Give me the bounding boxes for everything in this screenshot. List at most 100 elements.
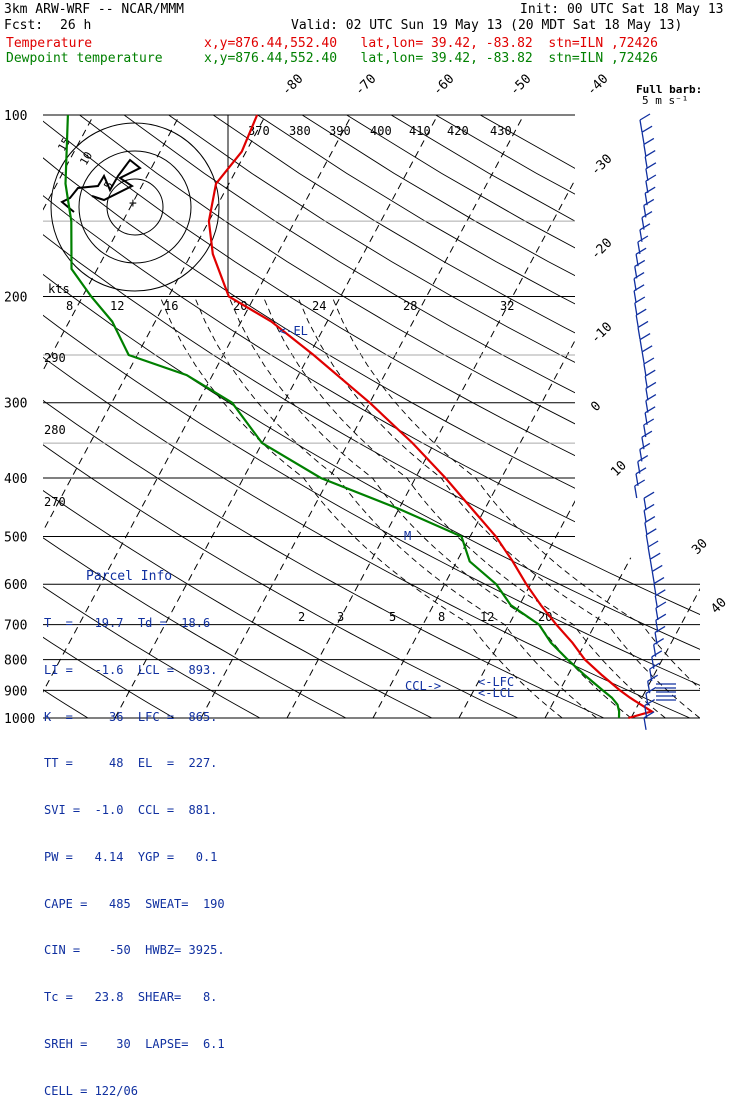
- wind-barb-staff: [633, 278, 637, 291]
- isotherm-label: 30: [689, 536, 711, 558]
- isotherm-label: -30: [588, 152, 615, 179]
- wind-barb-flag: [645, 381, 657, 389]
- wind-barb-staff: [635, 315, 639, 328]
- hodograph-speed-label: 12: [110, 299, 124, 313]
- pressure-tick-label: 700: [4, 619, 27, 634]
- isotherm-label: -80: [279, 72, 306, 99]
- pressure-tick-label: 200: [4, 291, 27, 306]
- wind-barb-staff: [644, 376, 648, 389]
- isotherm-label: 40: [708, 595, 730, 617]
- forecast-hour: 26 h: [60, 18, 92, 33]
- wind-barb-staff: [643, 498, 647, 511]
- wind-barb-staff: [654, 595, 658, 608]
- dry-adiabat: [43, 115, 605, 718]
- moist-adiabat: [297, 296, 700, 718]
- pressure-tick-label: 600: [4, 578, 27, 593]
- hodograph-speed-label: 24: [312, 299, 326, 313]
- parcel-row: TT = 48 EL = 227.: [44, 756, 218, 771]
- wind-barb-flag: [643, 137, 655, 145]
- mixing-ratio-label: 2: [298, 610, 305, 624]
- pressure-tick-label: 500: [4, 530, 27, 545]
- isotherm-line: [544, 115, 700, 718]
- wind-barb-staff: [641, 351, 645, 364]
- isotherm-line: [717, 115, 740, 718]
- parcel-row: CIN = -50 HWBZ= 3925.: [44, 943, 225, 958]
- wind-barb-flag: [654, 589, 666, 597]
- theta-label: 370: [248, 124, 270, 138]
- wind-barb-staff: [645, 168, 649, 181]
- wind-barb-flag: [641, 430, 653, 438]
- ccl-marker: CCL->: [405, 679, 441, 693]
- forecast-label: Fcst:: [4, 18, 44, 33]
- moist-adiabat: [262, 296, 666, 718]
- wind-barb-staff: [649, 559, 653, 572]
- theta-label: 400: [370, 124, 392, 138]
- hodograph-trace: [60, 158, 142, 213]
- theta-label: 420: [447, 124, 469, 138]
- wind-barb-flag: [647, 540, 659, 548]
- pressure-tick-label: 400: [4, 472, 27, 487]
- wind-barb-flag: [651, 564, 663, 572]
- wind-barb-staff: [641, 132, 645, 145]
- dry-adiabat: [43, 115, 691, 718]
- wind-barb-staff: [633, 290, 637, 303]
- wind-barb-staff: [647, 546, 651, 560]
- wind-barb-staff: [634, 302, 638, 316]
- wind-barb-flag: [644, 186, 656, 194]
- lfc-marker: <-LFC: [478, 675, 514, 689]
- mixing-ratio-label: 8: [438, 610, 445, 624]
- dry-adiabat: [43, 115, 261, 718]
- parcel-row: K = 36 LFC = 865.: [44, 709, 218, 724]
- parcel-row: Tc = 23.8 SHEAR= 8.: [44, 990, 218, 1005]
- wind-barb-staff: [651, 571, 655, 584]
- hodograph-ring: [106, 178, 164, 236]
- wind-barb-flag: [645, 528, 657, 536]
- wind-barb-flag: [641, 345, 653, 353]
- wind-barb-flag: [647, 674, 659, 682]
- parcel-row: SREH = 30 LAPSE= 6.1: [44, 1037, 225, 1051]
- wind-barb-flag: [635, 467, 647, 475]
- wind-barb-staff: [643, 510, 647, 523]
- wind-barb-flag: [645, 394, 657, 402]
- el-marker: <-EL: [279, 324, 308, 338]
- valid-time: Valid: 02 UTC Sun 19 May 13 (20 MDT Sat …: [291, 18, 683, 33]
- wind-barb-staff: [639, 119, 643, 133]
- wind-barb-staff: [634, 266, 638, 279]
- wind-barb-flag: [634, 259, 646, 267]
- wind-barb-flag: [654, 625, 666, 633]
- dry-adiabat: [480, 115, 700, 718]
- dry-adiabat: [43, 115, 175, 718]
- isotherm-label: -50: [507, 72, 534, 99]
- wind-barb-flag: [639, 113, 651, 121]
- wind-barb-flag: [645, 162, 657, 170]
- wind-barb-flag: [644, 369, 656, 377]
- wind-barb-flag: [644, 406, 656, 414]
- wind-barb-flag: [655, 613, 667, 621]
- theta-label: 270: [44, 495, 66, 509]
- wind-barb-staff: [655, 607, 659, 621]
- mixing-ratio-label: 5: [389, 610, 396, 624]
- isotherm-line: [630, 115, 700, 718]
- wind-barb-flag: [644, 516, 656, 524]
- dry-adiabat: [212, 115, 700, 718]
- parcel-row: CELL = 122/06: [44, 1083, 138, 1098]
- parcel-row: LI = -1.6 LCL = 893.: [44, 662, 218, 677]
- wind-barb-flag: [645, 174, 657, 182]
- hodograph-speed-label: 8: [66, 299, 73, 313]
- isotherm-line: [43, 115, 267, 718]
- isotherm-label: 10: [608, 458, 630, 480]
- isotherm-label: -20: [588, 236, 615, 263]
- wind-barb-staff: [653, 583, 657, 596]
- mixing-ratio-label: 12: [480, 610, 494, 624]
- init-time: Init: 00 UTC Sat 18 May 13: [520, 2, 724, 17]
- model-title: 3km ARW-WRF -- NCAR/MMM: [4, 2, 185, 17]
- wind-barb-staff: [643, 717, 647, 730]
- wind-barb-flag: [643, 418, 655, 426]
- wind-barb-flag: [643, 491, 655, 499]
- pressure-tick-label: 1000: [4, 712, 35, 727]
- dry-adiabat: [390, 115, 700, 718]
- wind-barb-flag: [635, 308, 647, 316]
- wind-barb-flag: [653, 577, 665, 585]
- wind-barb-flag: [637, 320, 649, 328]
- theta-label: 280: [44, 423, 66, 437]
